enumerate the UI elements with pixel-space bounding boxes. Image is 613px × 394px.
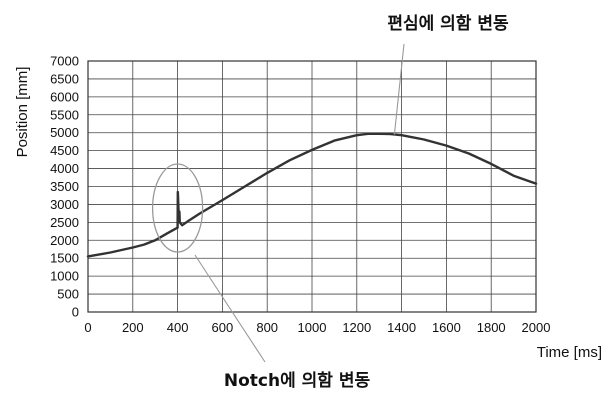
y-tick-label-13: 6500 [50, 71, 79, 86]
x-tick-label-3: 600 [212, 320, 234, 335]
y-tick-label-11: 5500 [50, 107, 79, 122]
annotation-eccentricity-label: 편심에 의함 변동 [387, 13, 509, 34]
annotation-eccentricity-leader [393, 43, 405, 135]
x-tick-label-8: 1600 [432, 320, 461, 335]
y-tick-label-9: 4500 [50, 143, 79, 158]
y-tick-label-8: 4000 [50, 161, 79, 176]
x-tick-labels: 0 200 400 600 800 1000 1200 1400 1600 1800 2000 [84, 320, 550, 335]
y-tick-label-6: 3000 [50, 197, 79, 212]
x-axis-label: Time [ms] [537, 344, 602, 361]
annotations: 편심에 의함 변동 Notch에 의함 변동 [151, 13, 509, 391]
y-tick-label-12: 6000 [50, 89, 79, 104]
x-tick-label-10: 2000 [522, 320, 551, 335]
x-tick-label-7: 1400 [387, 320, 416, 335]
y-tick-label-14: 7000 [50, 54, 79, 69]
y-tick-label-5: 2500 [50, 215, 79, 230]
x-tick-label-5: 1000 [298, 320, 327, 335]
series-group [86, 132, 538, 258]
y-tick-label-0: 0 [72, 305, 79, 320]
y-tick-label-1: 500 [57, 287, 79, 302]
plot-frame [87, 60, 537, 313]
x-tick-label-2: 400 [167, 320, 189, 335]
x-tick-label-1: 200 [122, 320, 144, 335]
y-tick-label-2: 1000 [50, 269, 79, 284]
series-line-0 [86, 132, 538, 258]
x-tick-label-6: 1200 [342, 320, 371, 335]
y-tick-labels: 0 500 1000 1500 2000 2500 3000 3500 4000 4500 5000… [50, 54, 79, 320]
annotation-notch-leader [194, 254, 266, 363]
y-tick-label-7: 3500 [50, 179, 79, 194]
annotation-notch-label: Notch에 의함 변동 [224, 370, 371, 391]
x-tick-label-4: 800 [256, 320, 278, 335]
y-axis-label: Position [mm] [14, 67, 31, 158]
annotation-notch-ellipse [151, 163, 204, 253]
x-tick-label-0: 0 [84, 320, 91, 335]
y-tick-label-10: 5000 [50, 125, 79, 140]
y-tick-label-3: 1500 [50, 251, 79, 266]
x-tick-label-9: 1800 [477, 320, 506, 335]
y-tick-label-4: 2000 [50, 233, 79, 248]
